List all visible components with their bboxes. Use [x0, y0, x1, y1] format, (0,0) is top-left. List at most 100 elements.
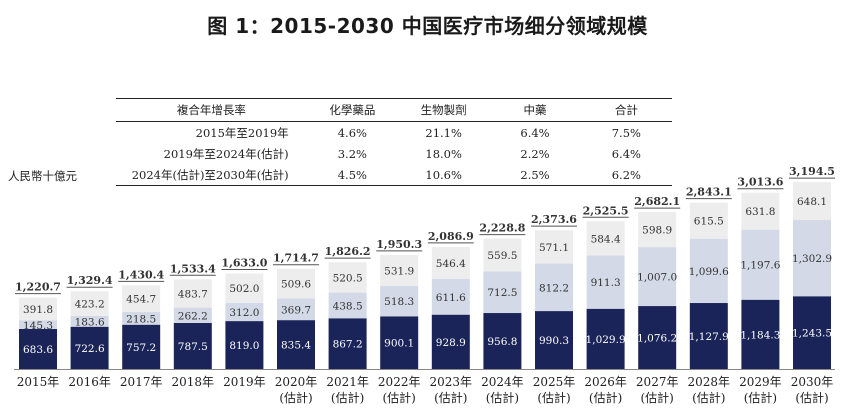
data-label-tcm: 509.6 [281, 279, 311, 291]
tick-label: 2015年 [17, 375, 60, 389]
cagr-value: 4.6% [337, 125, 367, 140]
data-label-biologics: 712.5 [487, 287, 517, 299]
data-label-tcm: 423.2 [75, 299, 105, 311]
y-unit-label: 人民幣十億元 [8, 169, 77, 183]
tick-label: 2019年 [223, 375, 266, 389]
data-label-tcm: 559.5 [487, 250, 517, 262]
bar-chemical [586, 308, 625, 369]
bar-tcm [122, 285, 161, 312]
total-label: 2,843.1 [686, 186, 732, 199]
data-label-chemical: 1,184.3 [740, 329, 780, 341]
cagr-value: 2.5% [520, 167, 550, 182]
data-label-biologics: 1,302.9 [792, 253, 832, 265]
tick-label-note: (估計) [486, 390, 519, 405]
bar-chemical [225, 321, 264, 369]
cagr-table: 複合年增長率 化學藥品 生物製劑 中藥 合計 2015年至2019年 4.6% … [116, 98, 672, 186]
cagr-header-row: 複合年增長率 化學藥品 生物製劑 中藥 合計 [116, 98, 672, 122]
data-label-chemical: 928.9 [436, 337, 466, 349]
cagr-period: 2015年至2019年 [195, 125, 289, 140]
tick-label-note: (估計) [744, 390, 777, 405]
data-label-chemical: 683.6 [23, 344, 53, 356]
data-label-biologics: 438.5 [333, 300, 363, 312]
data-label-biologics: 183.6 [75, 316, 105, 328]
tick-label: 2029年 [739, 375, 782, 389]
bar-biologics [741, 229, 780, 300]
total-label: 1,950.3 [376, 238, 422, 251]
data-label-chemical: 1,243.5 [792, 328, 832, 340]
tick-label-note: (估計) [383, 390, 416, 405]
data-label-biologics: 911.3 [591, 277, 621, 289]
bar-tcm [586, 221, 625, 256]
data-label-biologics: 312.0 [229, 307, 259, 319]
bar-chemical [380, 316, 419, 369]
data-label-chemical: 900.1 [384, 338, 414, 350]
tick-label: 2028年 [688, 375, 731, 389]
bar-tcm [277, 268, 315, 299]
cagr-period: 2019年至2024年(估計) [163, 146, 289, 161]
bar-biologics [586, 255, 625, 309]
bar-chemical [535, 311, 573, 369]
cagr-value: 2.2% [520, 146, 550, 161]
data-label-biologics: 611.6 [436, 292, 466, 304]
data-label-chemical: 757.2 [126, 342, 156, 354]
cagr-header-label: 複合年增長率 [176, 103, 246, 117]
tick-label-note: (估計) [331, 390, 364, 405]
cagr-value: 4.5% [337, 167, 367, 182]
table-row: 2024年(估計)至2030年(估計) 4.5% 10.6% 2.5% 6.2% [116, 164, 672, 186]
total-label: 3,013.6 [737, 176, 783, 189]
cagr-period: 2024年(估計)至2030年(估計) [131, 167, 289, 182]
tick-label: 2025年 [533, 375, 576, 389]
tick-label: 2027年 [636, 375, 679, 389]
tick-label-note: (估計) [537, 390, 570, 405]
bar-biologics [535, 263, 573, 312]
bar-tcm [328, 262, 367, 293]
total-label: 2,228.8 [479, 222, 525, 235]
bar-chemical [638, 306, 677, 369]
bar-biologics [19, 320, 57, 330]
data-label-tcm: 502.0 [229, 283, 259, 295]
bar-biologics [689, 238, 728, 304]
bar-tcm [689, 202, 728, 239]
bar-tcm [173, 279, 212, 308]
tick-label: 2018年 [172, 375, 215, 389]
data-label-chemical: 1,029.9 [586, 334, 626, 346]
bar-biologics [122, 311, 161, 325]
tick-label: 2021年 [326, 375, 369, 389]
cagr-value: 6.2% [611, 167, 641, 182]
bar-tcm [741, 192, 780, 230]
data-label-chemical: 819.0 [229, 340, 259, 352]
tick-label: 2030年 [791, 375, 834, 389]
data-label-chemical: 787.5 [178, 341, 208, 353]
bar-chemical [689, 303, 728, 369]
bar-tcm [19, 297, 57, 321]
cagr-value: 6.4% [520, 125, 550, 140]
tick-label: 2022年 [378, 375, 421, 389]
tick-label-note: (估計) [795, 390, 828, 405]
cagr-header-tcm: 中藥 [523, 103, 547, 117]
data-label-tcm: 483.7 [178, 288, 208, 300]
cagr-value: 6.4% [611, 146, 641, 161]
tick-label: 2020年 [275, 375, 318, 389]
bar-chemical [19, 329, 57, 369]
total-label: 1,714.7 [273, 252, 319, 265]
data-label-tcm: 531.9 [384, 265, 414, 277]
bar-tcm [638, 212, 677, 248]
bar-tcm [380, 254, 419, 287]
data-label-tcm: 648.1 [797, 196, 827, 208]
data-label-tcm: 598.9 [642, 225, 672, 237]
bar-chemical [173, 322, 212, 369]
bar-chemical [483, 313, 522, 369]
bar-biologics [793, 220, 831, 297]
tick-label-note: (估計) [434, 390, 467, 405]
bar-chemical [741, 299, 780, 369]
data-label-biologics: 218.5 [126, 313, 156, 325]
data-label-tcm: 520.5 [333, 272, 363, 284]
data-label-tcm: 615.5 [694, 216, 724, 228]
total-label: 2,525.5 [583, 204, 629, 217]
tick-label-note: (估計) [589, 390, 622, 405]
total-label: 2,086.9 [428, 230, 474, 243]
data-label-tcm: 391.8 [23, 304, 53, 316]
bar-tcm [70, 291, 109, 316]
total-label: 1,430.4 [118, 268, 164, 281]
bar-biologics [70, 315, 109, 327]
